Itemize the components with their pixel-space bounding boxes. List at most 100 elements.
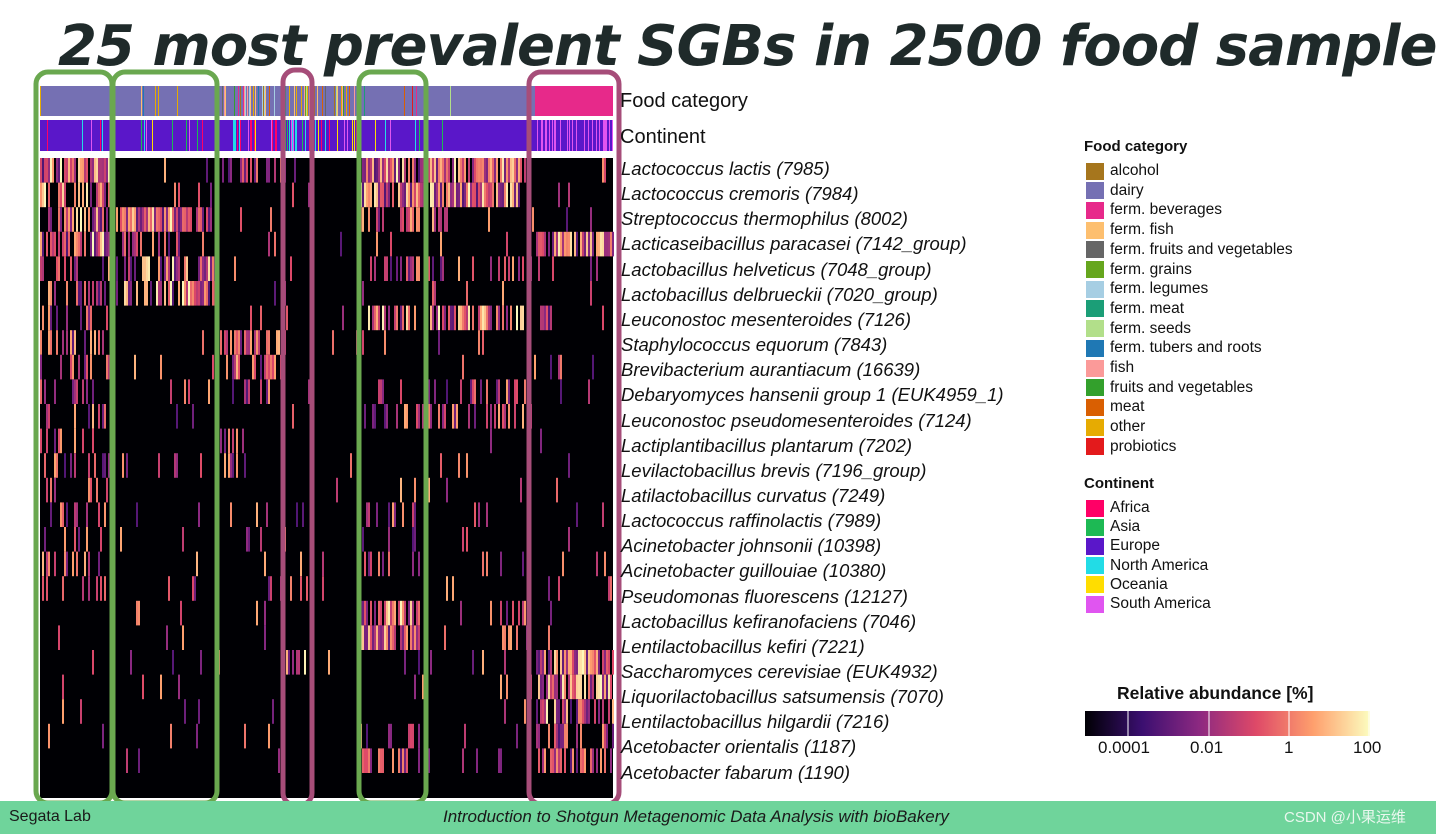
heatmap-cell — [48, 404, 50, 429]
heatmap-cell — [166, 256, 168, 281]
food-bar-strip — [305, 86, 306, 116]
heatmap-cell — [482, 650, 484, 675]
heatmap-cell — [592, 674, 594, 700]
heatmap-cell — [422, 158, 424, 183]
heatmap-cell — [604, 723, 606, 749]
food-bar-strip — [549, 86, 550, 116]
heatmap-cell — [438, 305, 440, 331]
heatmap-cell — [548, 650, 550, 675]
heatmap-cell — [78, 354, 80, 380]
heatmap-cell — [396, 305, 398, 331]
row-label: Leuconostoc pseudomesenteroides (7124) — [621, 409, 972, 431]
heatmap-cell — [518, 256, 520, 281]
heatmap-cell — [368, 182, 370, 208]
heatmap-cell — [70, 453, 72, 478]
legend-item: ferm. tubers and roots — [1086, 339, 1262, 357]
heatmap-cell — [104, 231, 106, 257]
heatmap-cell — [256, 502, 258, 527]
food-bar-strip — [294, 86, 295, 116]
heatmap-cell — [78, 158, 80, 183]
heatmap-cell — [540, 674, 542, 700]
heatmap-cell — [98, 551, 100, 577]
continent-bar-strip — [249, 120, 250, 151]
heatmap-cell — [80, 281, 82, 306]
heatmap-cell — [604, 551, 606, 577]
heatmap-cell — [504, 158, 506, 183]
heatmap-cell — [546, 674, 548, 700]
food-bar-strip — [561, 86, 562, 116]
heatmap-cell — [392, 625, 394, 650]
heatmap-cell — [44, 158, 46, 183]
heatmap-cell — [108, 231, 110, 257]
continent-bar-strip — [272, 120, 273, 151]
food-bar-strip — [222, 86, 223, 116]
heatmap-cell — [610, 231, 612, 257]
heatmap-cell — [608, 231, 610, 257]
heatmap-cell — [176, 404, 178, 429]
heatmap-cell — [490, 182, 492, 208]
heatmap-cell — [522, 404, 524, 429]
heatmap-cell — [224, 428, 226, 454]
heatmap-cell — [146, 281, 148, 306]
legend-swatch — [1086, 339, 1104, 357]
heatmap-cell — [608, 674, 610, 700]
row-label: Lactobacillus helveticus (7048_group) — [621, 258, 932, 280]
heatmap-cell — [438, 404, 440, 429]
heatmap-cell — [388, 723, 390, 749]
heatmap-cell — [332, 330, 334, 355]
heatmap-cell — [602, 231, 604, 257]
food-bar-strip — [288, 86, 289, 116]
food-bar-strip — [548, 86, 549, 116]
continent-bar-strip — [537, 120, 538, 151]
heatmap-cell — [558, 723, 560, 749]
heatmap-cell — [268, 231, 270, 257]
heatmap-cell — [514, 182, 516, 208]
heatmap-cell — [260, 379, 262, 404]
heatmap-cell — [234, 256, 236, 281]
heatmap-cell — [48, 158, 50, 183]
heatmap-cell — [456, 182, 458, 208]
heatmap-cell — [170, 723, 172, 749]
food-bar-strip — [596, 86, 597, 116]
heatmap-cell — [50, 305, 52, 331]
heatmap-cell — [382, 158, 384, 183]
continent-bar-strip — [91, 120, 92, 151]
heatmap-cell — [612, 723, 614, 749]
heatmap-cell — [562, 723, 564, 749]
heatmap-cell — [322, 576, 324, 601]
heatmap-cell — [394, 600, 396, 626]
heatmap-cell — [242, 428, 244, 454]
row-label: Lacticaseibacillus paracasei (7142_group… — [621, 233, 967, 255]
heatmap-cell — [386, 404, 388, 429]
heatmap-cell — [418, 625, 420, 650]
heatmap-cell — [514, 158, 516, 183]
heatmap-cell — [448, 182, 450, 208]
heatmap-cell — [364, 600, 366, 626]
heatmap-cell — [172, 650, 174, 675]
heatmap-cell — [142, 256, 144, 281]
food-category-bar — [40, 86, 613, 116]
food-bar-strip — [346, 86, 347, 116]
heatmap-cell — [246, 330, 248, 355]
food-bar-strip — [562, 86, 563, 116]
heatmap-cell — [448, 305, 450, 331]
row-label: Acinetobacter guillouiae (10380) — [621, 560, 887, 582]
heatmap-cell — [502, 158, 504, 183]
heatmap-cell — [52, 231, 54, 257]
heatmap-cell — [226, 330, 228, 355]
heatmap-cell — [134, 207, 136, 232]
heatmap-cell — [188, 379, 190, 404]
heatmap-cell — [202, 231, 204, 257]
food-bar-strip — [550, 86, 551, 116]
heatmap-cell — [452, 404, 454, 429]
heatmap-cell — [560, 723, 562, 749]
continent-bar-strip — [609, 120, 610, 151]
legend-swatch — [1086, 201, 1104, 219]
heatmap-cell — [170, 281, 172, 306]
heatmap-cell — [80, 699, 82, 724]
heatmap-cell — [132, 231, 134, 257]
food-bar-strip — [587, 86, 588, 116]
continent-bar-strip — [82, 120, 83, 151]
heatmap-cell — [260, 527, 262, 552]
